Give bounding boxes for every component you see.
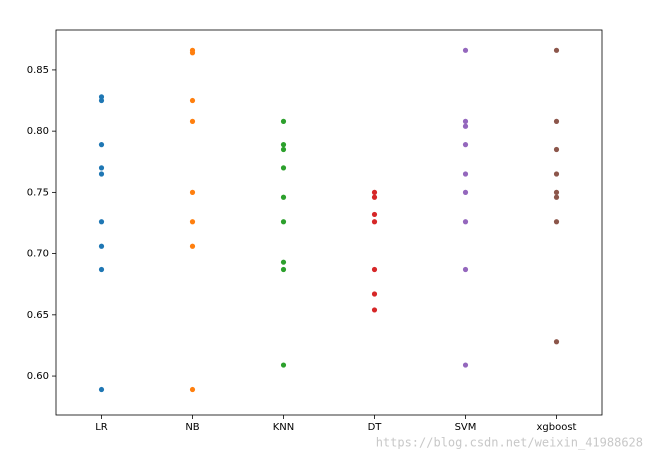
x-tick-label: KNN (273, 422, 295, 433)
point (98, 219, 105, 225)
x-tick-label: SVM (455, 422, 477, 433)
point (371, 189, 378, 195)
point (280, 146, 287, 153)
point (280, 362, 287, 368)
point (553, 194, 560, 200)
point (189, 118, 196, 124)
point (462, 47, 469, 53)
point (462, 118, 469, 124)
point (553, 171, 560, 177)
watermark: https://blog.csdn.net/weixin_41988628 (376, 436, 643, 450)
point (98, 142, 105, 148)
y-tick-label: 0.60 (27, 371, 49, 382)
point (371, 266, 378, 273)
point (371, 307, 378, 313)
point (280, 194, 287, 200)
point (553, 189, 560, 195)
point (98, 386, 105, 393)
point (98, 94, 105, 100)
point (98, 165, 105, 171)
point (462, 189, 469, 195)
point (189, 219, 196, 225)
point (553, 47, 560, 53)
point (280, 142, 287, 148)
y-tick-label: 0.70 (27, 249, 49, 260)
point (98, 171, 105, 177)
point (189, 189, 196, 195)
point (371, 211, 378, 218)
point (280, 219, 287, 225)
point (553, 219, 560, 225)
point (553, 146, 560, 153)
point (189, 97, 196, 104)
point (462, 362, 469, 368)
point (462, 219, 469, 225)
point (371, 194, 378, 200)
x-tick-label: LR (95, 422, 108, 433)
x-tick-label: DT (368, 422, 383, 433)
y-tick-label: 0.65 (27, 310, 49, 321)
point (189, 386, 196, 393)
point (462, 171, 469, 177)
point (553, 339, 560, 345)
point (371, 291, 378, 297)
point (189, 243, 196, 249)
x-tick-label: xgboost (537, 422, 577, 433)
y-tick-label: 0.80 (27, 126, 49, 137)
point (462, 123, 469, 129)
point (280, 266, 287, 273)
y-tick-label: 0.85 (27, 65, 49, 76)
point (280, 118, 287, 124)
point (371, 219, 378, 225)
point (280, 165, 287, 171)
x-tick-label: NB (185, 422, 199, 433)
point (462, 142, 469, 148)
point (280, 259, 287, 265)
point (189, 50, 196, 56)
point (98, 243, 105, 249)
point (98, 97, 105, 104)
point (98, 266, 105, 273)
axes-frame (55, 29, 603, 416)
y-tick-label: 0.75 (27, 187, 49, 198)
point (553, 118, 560, 124)
point (462, 266, 469, 273)
